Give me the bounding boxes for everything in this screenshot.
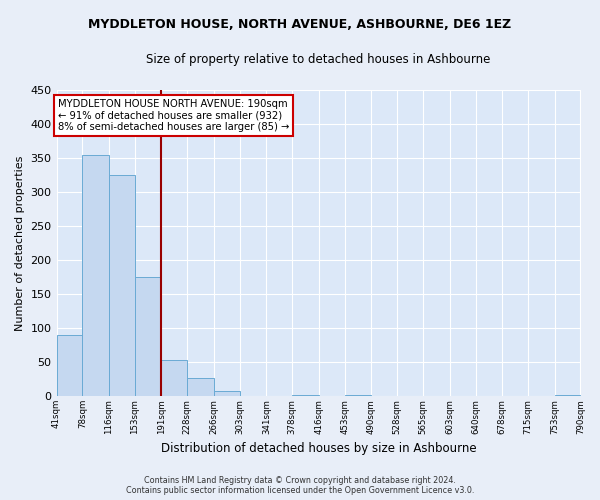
- Bar: [214, 390, 240, 396]
- Bar: [187, 378, 214, 396]
- Bar: [82, 155, 109, 396]
- Bar: [109, 175, 135, 396]
- Title: Size of property relative to detached houses in Ashbourne: Size of property relative to detached ho…: [146, 52, 491, 66]
- Bar: [135, 277, 161, 396]
- X-axis label: Distribution of detached houses by size in Ashbourne: Distribution of detached houses by size …: [161, 442, 476, 455]
- Text: Contains HM Land Registry data © Crown copyright and database right 2024.
Contai: Contains HM Land Registry data © Crown c…: [126, 476, 474, 495]
- Bar: [56, 335, 82, 396]
- Bar: [161, 360, 187, 396]
- Y-axis label: Number of detached properties: Number of detached properties: [15, 156, 25, 331]
- Bar: [345, 394, 371, 396]
- Text: MYDDLETON HOUSE, NORTH AVENUE, ASHBOURNE, DE6 1EZ: MYDDLETON HOUSE, NORTH AVENUE, ASHBOURNE…: [88, 18, 512, 30]
- Text: MYDDLETON HOUSE NORTH AVENUE: 190sqm
← 91% of detached houses are smaller (932)
: MYDDLETON HOUSE NORTH AVENUE: 190sqm ← 9…: [58, 99, 289, 132]
- Bar: [292, 394, 319, 396]
- Bar: [554, 394, 580, 396]
